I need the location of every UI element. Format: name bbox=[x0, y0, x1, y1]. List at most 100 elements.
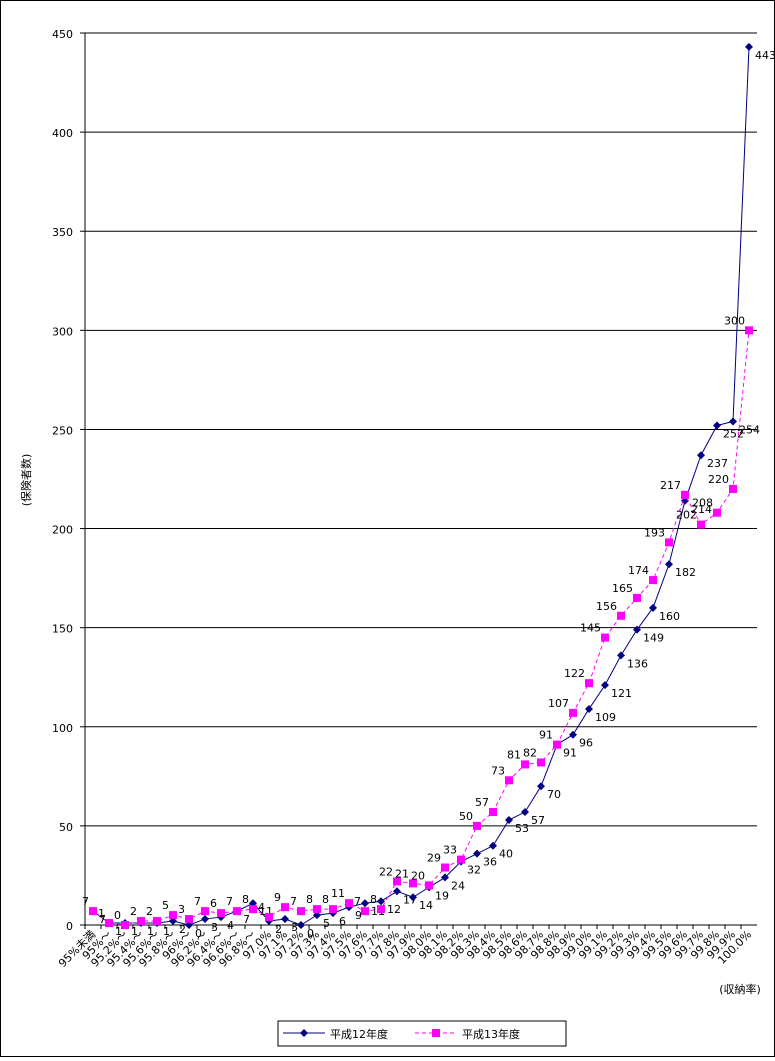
data-label: 81 bbox=[507, 748, 521, 761]
point bbox=[153, 917, 161, 926]
point bbox=[89, 907, 97, 916]
point bbox=[633, 593, 641, 602]
point bbox=[105, 919, 113, 928]
point bbox=[697, 451, 705, 460]
y-tick-label: 150 bbox=[52, 623, 73, 636]
data-label: 145 bbox=[580, 622, 601, 635]
data-label: 5 bbox=[323, 917, 330, 930]
data-label: 107 bbox=[548, 697, 569, 710]
data-label: 156 bbox=[596, 600, 617, 613]
data-label: 160 bbox=[659, 610, 680, 623]
y-axis-label: (保険者数) bbox=[19, 454, 33, 507]
series-line bbox=[92, 330, 750, 926]
data-label: 3 bbox=[211, 921, 218, 934]
data-label: 1 bbox=[147, 925, 154, 938]
point bbox=[345, 899, 353, 908]
point bbox=[201, 907, 209, 916]
point bbox=[729, 484, 737, 493]
point bbox=[745, 326, 753, 335]
point bbox=[617, 651, 625, 660]
point bbox=[585, 679, 593, 688]
data-label: 53 bbox=[515, 822, 529, 835]
data-label: 12 bbox=[387, 903, 401, 916]
data-label: 96 bbox=[579, 737, 593, 750]
data-label: 300 bbox=[724, 314, 745, 327]
data-label: 220 bbox=[708, 473, 729, 486]
point bbox=[185, 915, 193, 924]
point bbox=[441, 863, 449, 872]
data-label: 6 bbox=[339, 915, 346, 928]
data-label: 70 bbox=[547, 788, 561, 801]
data-label: 1 bbox=[115, 925, 122, 938]
point bbox=[601, 633, 609, 642]
point bbox=[457, 855, 465, 864]
data-label: 11 bbox=[331, 887, 345, 900]
point bbox=[745, 42, 753, 51]
point bbox=[361, 899, 369, 908]
data-label: 217 bbox=[660, 479, 681, 492]
data-label: 214 bbox=[691, 503, 712, 516]
data-label: 50 bbox=[459, 810, 473, 823]
point bbox=[297, 921, 305, 929]
point bbox=[329, 905, 337, 914]
data-label: 7 bbox=[99, 913, 106, 926]
point bbox=[441, 873, 449, 882]
point bbox=[393, 887, 401, 896]
data-label: 109 bbox=[595, 711, 616, 724]
point bbox=[137, 917, 145, 926]
data-label: 254 bbox=[739, 424, 760, 437]
data-label: 4 bbox=[227, 919, 234, 932]
data-label: 2 bbox=[146, 905, 153, 918]
data-label: 7 bbox=[290, 895, 297, 908]
data-label: 443 bbox=[755, 49, 775, 62]
point bbox=[473, 821, 481, 830]
point bbox=[713, 421, 721, 430]
data-label: 7 bbox=[82, 895, 89, 908]
point bbox=[505, 815, 513, 824]
data-label: 193 bbox=[644, 526, 665, 539]
point bbox=[521, 760, 529, 769]
data-label: 8 bbox=[322, 893, 329, 906]
point bbox=[569, 708, 577, 717]
data-label: 40 bbox=[499, 848, 513, 861]
data-label: 73 bbox=[491, 764, 505, 777]
point bbox=[649, 576, 657, 585]
point bbox=[649, 603, 657, 612]
point bbox=[201, 915, 209, 924]
point bbox=[713, 508, 721, 517]
data-label: 8 bbox=[370, 893, 377, 906]
point bbox=[489, 808, 497, 817]
point bbox=[681, 490, 689, 499]
data-label: 4 bbox=[258, 901, 265, 914]
data-label: 9 bbox=[355, 909, 362, 922]
point bbox=[297, 907, 305, 916]
data-label: 19 bbox=[435, 889, 449, 902]
y-tick-label: 200 bbox=[52, 524, 73, 537]
point bbox=[537, 758, 545, 767]
legend-label: 平成12年度 bbox=[330, 1027, 388, 1041]
data-label: 21 bbox=[395, 867, 409, 880]
data-label: 24 bbox=[451, 879, 465, 892]
point bbox=[473, 849, 481, 858]
data-label: 29 bbox=[427, 852, 441, 865]
data-label: 121 bbox=[611, 687, 632, 700]
point bbox=[489, 841, 497, 850]
y-tick-label: 0 bbox=[66, 920, 73, 933]
point bbox=[505, 776, 513, 785]
data-label: 7 bbox=[354, 895, 361, 908]
data-label: 5 bbox=[162, 899, 169, 912]
point bbox=[377, 897, 385, 906]
data-label: 2 bbox=[130, 905, 137, 918]
point bbox=[585, 704, 593, 713]
data-label: 202 bbox=[676, 509, 697, 522]
point bbox=[617, 611, 625, 620]
data-label: 0 bbox=[114, 909, 121, 922]
point bbox=[169, 911, 177, 920]
point bbox=[537, 782, 545, 791]
data-label: 57 bbox=[531, 814, 545, 827]
y-tick-label: 450 bbox=[52, 28, 73, 41]
point bbox=[217, 909, 225, 918]
point bbox=[300, 1029, 308, 1037]
point bbox=[569, 730, 577, 739]
